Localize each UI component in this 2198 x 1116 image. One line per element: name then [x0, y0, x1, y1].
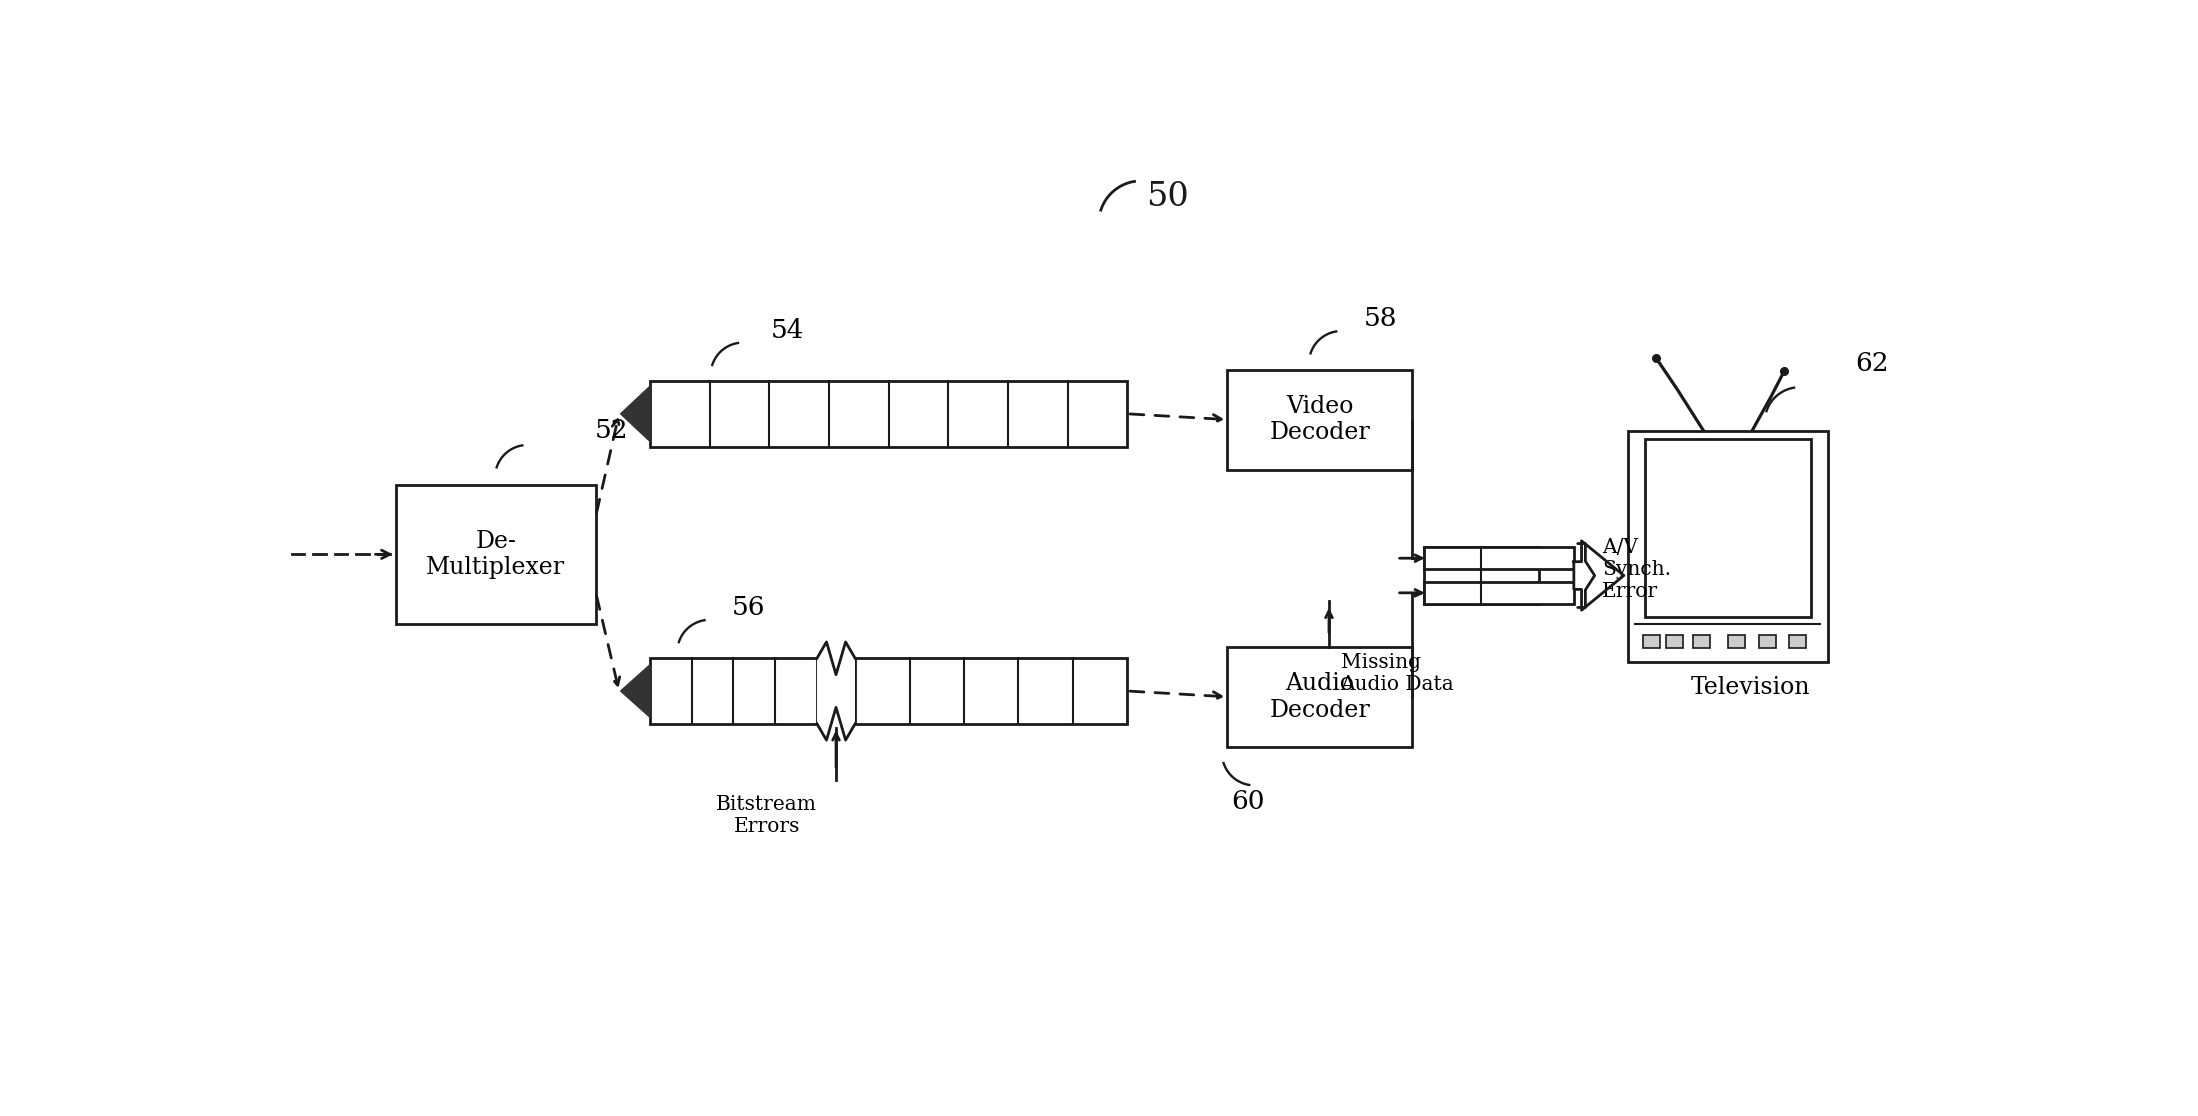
Bar	[651, 381, 1128, 446]
Text: Bitstream
Errors: Bitstream Errors	[717, 796, 818, 836]
Bar	[396, 485, 596, 624]
Bar	[1692, 635, 1710, 647]
Bar	[1758, 635, 1776, 647]
Bar	[1424, 548, 1574, 569]
Text: 60: 60	[1231, 789, 1264, 815]
Text: 62: 62	[1855, 350, 1888, 376]
Bar	[1789, 635, 1807, 647]
Polygon shape	[620, 386, 651, 441]
Bar	[1666, 635, 1684, 647]
Polygon shape	[1574, 541, 1624, 610]
Text: 58: 58	[1363, 306, 1398, 331]
Bar	[1629, 431, 1829, 662]
Bar	[855, 658, 1128, 724]
Text: 56: 56	[732, 595, 765, 619]
Bar	[1226, 369, 1411, 470]
Bar	[1424, 583, 1574, 604]
Bar	[1728, 635, 1745, 647]
Bar	[651, 658, 818, 724]
Text: Video
Decoder: Video Decoder	[1270, 395, 1369, 444]
Polygon shape	[620, 665, 651, 718]
Bar	[1644, 635, 1659, 647]
Text: 52: 52	[593, 417, 629, 443]
Text: De-
Multiplexer: De- Multiplexer	[426, 529, 565, 579]
Bar	[1424, 547, 1539, 605]
Text: 50: 50	[1147, 181, 1189, 213]
Text: Missing
Audio Data: Missing Audio Data	[1341, 653, 1455, 694]
Text: 54: 54	[771, 318, 804, 343]
Text: Television: Television	[1690, 676, 1811, 699]
Bar	[1226, 647, 1411, 747]
Text: A/V
Synch.
Error: A/V Synch. Error	[1602, 538, 1670, 600]
Text: Audio
Decoder: Audio Decoder	[1270, 672, 1369, 722]
Bar	[1644, 439, 1811, 617]
Bar	[818, 658, 855, 724]
